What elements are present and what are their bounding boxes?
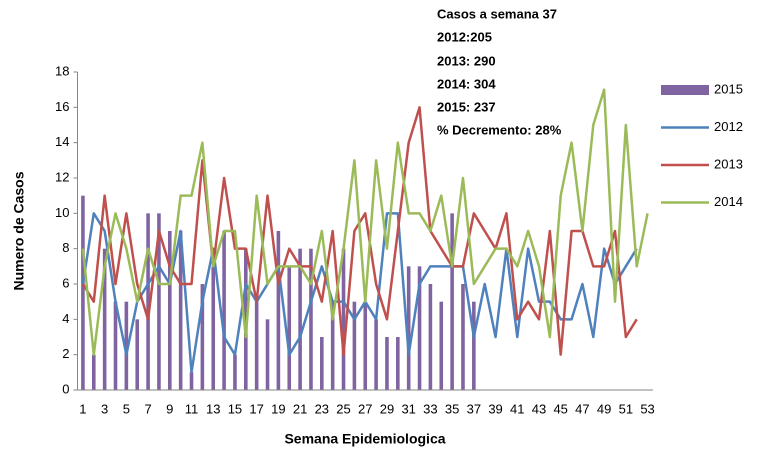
x-tick-label: 19 xyxy=(271,401,285,416)
line xyxy=(81,88,649,356)
legend-label: 2015 xyxy=(714,81,743,96)
y-tick-label: 16 xyxy=(55,99,69,114)
bar xyxy=(124,301,129,390)
annotation: 2013: 290 xyxy=(437,53,496,68)
legend-label: 2013 xyxy=(714,156,743,171)
y-tick-label: 4 xyxy=(62,311,69,326)
y-tick-label: 8 xyxy=(62,240,69,255)
x-tick-label: 37 xyxy=(467,401,481,416)
bar xyxy=(81,195,85,390)
x-tick-label: 39 xyxy=(488,401,502,416)
x-tick-label: 47 xyxy=(575,401,589,416)
annotation: 2012:205 xyxy=(437,29,492,44)
x-tick-label: 27 xyxy=(358,401,372,416)
bar xyxy=(200,284,205,390)
x-tick-label: 3 xyxy=(101,401,108,416)
bar xyxy=(385,337,389,390)
x-tick-label: 43 xyxy=(532,401,546,416)
y-axis-title: Numero de Casos xyxy=(11,171,27,290)
bar xyxy=(320,337,324,390)
bar xyxy=(113,301,118,390)
x-tick-label: 13 xyxy=(206,401,220,416)
annotation: % Decremento: 28% xyxy=(437,122,562,137)
bar xyxy=(178,231,183,390)
x-tick-label: 49 xyxy=(597,401,611,416)
bar xyxy=(396,337,400,390)
bar xyxy=(157,213,161,390)
x-tick-label: 17 xyxy=(249,401,263,416)
bar xyxy=(341,248,346,390)
bar xyxy=(374,319,378,390)
bar xyxy=(211,266,216,390)
bar xyxy=(309,248,313,390)
bar xyxy=(102,248,107,390)
bar xyxy=(233,354,237,390)
x-tick-label: 25 xyxy=(336,401,350,416)
y-tick-label: 6 xyxy=(62,275,69,290)
x-tick-label: 29 xyxy=(380,401,394,416)
x-tick-label: 45 xyxy=(553,401,567,416)
x-tick-label: 1 xyxy=(79,401,86,416)
bar xyxy=(352,301,357,390)
x-tick-label: 23 xyxy=(315,401,329,416)
bar xyxy=(254,301,259,390)
x-tick-label: 7 xyxy=(144,401,151,416)
x-tick-label: 41 xyxy=(510,401,524,416)
bar xyxy=(146,213,150,390)
x-tick-label: 5 xyxy=(123,401,130,416)
x-tick-label: 21 xyxy=(293,401,307,416)
x-tick-label: 15 xyxy=(228,401,242,416)
y-tick-label: 18 xyxy=(55,63,69,78)
bar xyxy=(417,266,422,390)
bar xyxy=(450,213,454,390)
bar xyxy=(91,354,96,390)
y-tick-label: 12 xyxy=(55,169,69,184)
bar xyxy=(135,319,140,390)
annotation: 2014: 304 xyxy=(437,76,496,91)
x-tick-label: 31 xyxy=(401,401,415,416)
legend-swatch xyxy=(661,85,709,95)
x-tick-label: 53 xyxy=(640,401,654,416)
bar xyxy=(439,301,444,390)
bar xyxy=(189,372,194,390)
bar xyxy=(222,231,226,390)
x-tick-label: 9 xyxy=(166,401,173,416)
bar xyxy=(461,284,465,390)
x-tick-label: 11 xyxy=(185,401,199,416)
y-tick-label: 10 xyxy=(55,205,69,220)
y-tick-label: 14 xyxy=(55,134,69,149)
bar xyxy=(276,231,281,390)
y-tick-label: 2 xyxy=(62,346,69,361)
x-tick-label: 35 xyxy=(445,401,459,416)
bar xyxy=(472,301,476,390)
x-tick-label: 33 xyxy=(423,401,437,416)
x-tick-label: 51 xyxy=(619,401,633,416)
bar xyxy=(406,266,411,390)
y-tick-label: 0 xyxy=(62,381,69,396)
bar xyxy=(330,301,335,390)
bar xyxy=(244,248,248,390)
bar xyxy=(428,284,433,390)
annotation: 2015: 237 xyxy=(437,99,496,114)
bar xyxy=(287,266,292,390)
annotation: Casos a semana 37 xyxy=(437,6,557,21)
bar xyxy=(363,301,368,390)
bar xyxy=(265,319,270,390)
bar xyxy=(298,248,302,390)
bar xyxy=(167,231,172,390)
legend-label: 2014 xyxy=(714,194,743,209)
legend-label: 2012 xyxy=(714,119,743,134)
x-axis-title: Semana Epidemiologica xyxy=(284,431,445,447)
